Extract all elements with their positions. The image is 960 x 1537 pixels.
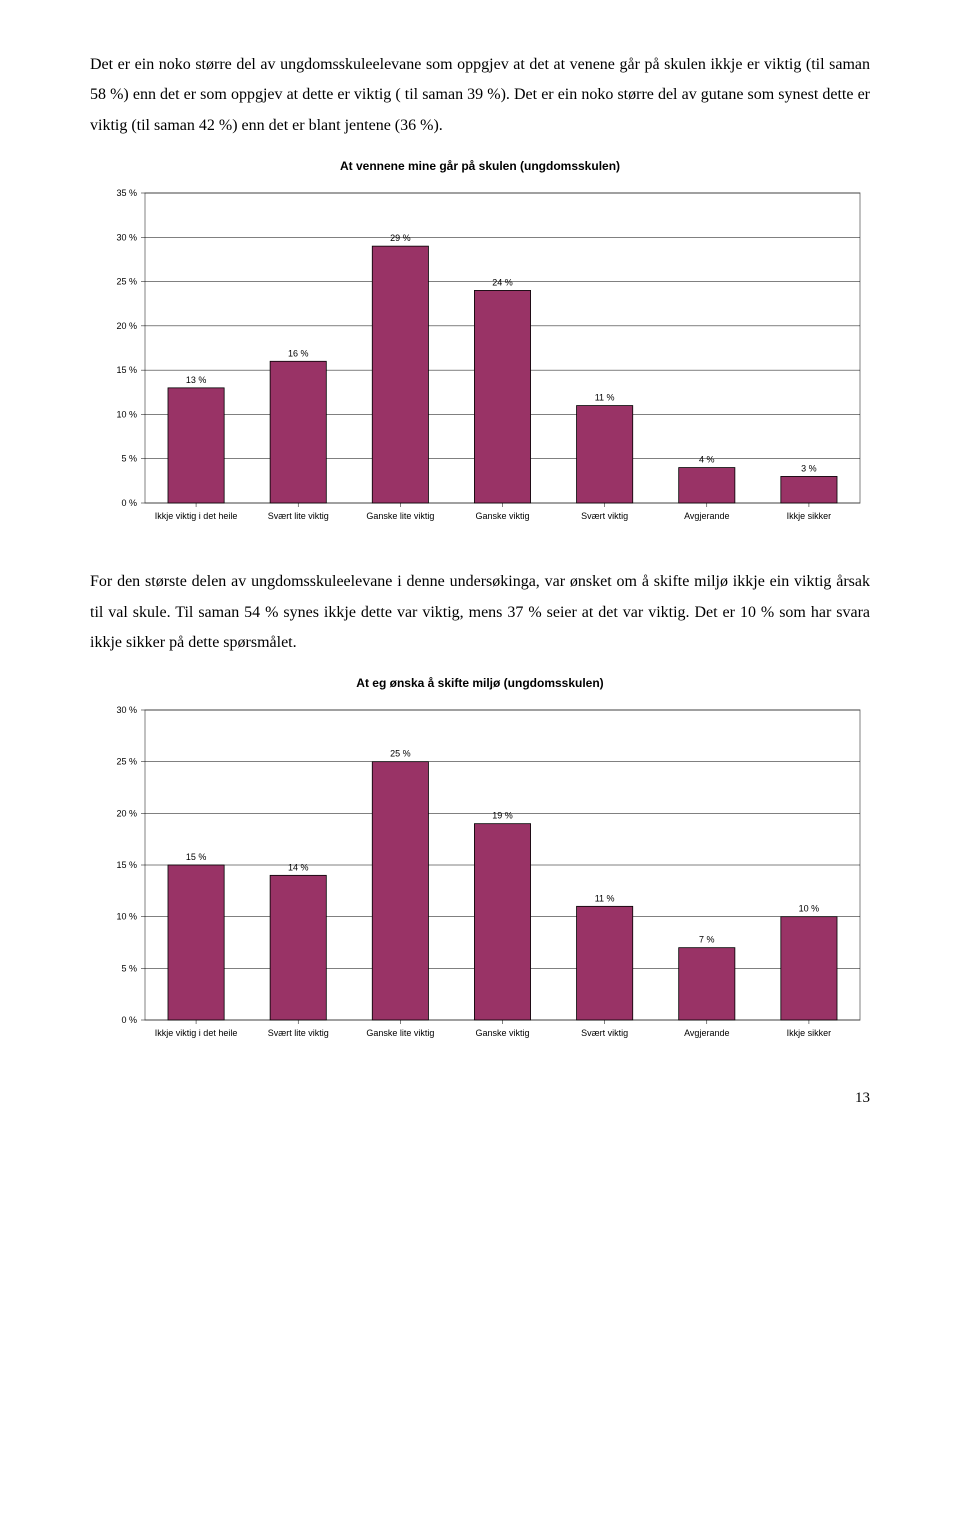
chart-2-container: At eg ønska å skifte miljø (ungdomsskule…	[90, 676, 870, 1060]
page: Det er ein noko større del av ungdomssku…	[0, 0, 960, 1147]
svg-text:3 %: 3 %	[801, 464, 817, 474]
chart-1-container: At vennene mine går på skulen (ungdomssk…	[90, 159, 870, 543]
svg-text:Ikkje viktig i det heile: Ikkje viktig i det heile	[155, 511, 238, 521]
svg-text:35 %: 35 %	[116, 188, 137, 198]
svg-text:24 %: 24 %	[492, 278, 513, 288]
svg-text:16 %: 16 %	[288, 348, 309, 358]
svg-text:Ganske lite viktig: Ganske lite viktig	[366, 511, 434, 521]
svg-text:5 %: 5 %	[121, 454, 137, 464]
paragraph-1: Det er ein noko større del av ungdomssku…	[90, 50, 870, 141]
svg-text:Avgjerande: Avgjerande	[684, 1028, 729, 1038]
svg-text:Svært viktig: Svært viktig	[581, 511, 628, 521]
svg-text:30 %: 30 %	[116, 705, 137, 715]
paragraph-2: For den største delen av ungdomsskuleele…	[90, 567, 870, 658]
svg-text:13 %: 13 %	[186, 375, 207, 385]
svg-text:Svært viktig: Svært viktig	[581, 1028, 628, 1038]
svg-text:Ganske lite viktig: Ganske lite viktig	[366, 1028, 434, 1038]
svg-text:Ikkje sikker: Ikkje sikker	[787, 511, 832, 521]
svg-text:Avgjerande: Avgjerande	[684, 511, 729, 521]
svg-text:Ganske viktig: Ganske viktig	[475, 1028, 529, 1038]
svg-text:10 %: 10 %	[799, 904, 820, 914]
svg-text:10 %: 10 %	[116, 912, 137, 922]
svg-text:11 %: 11 %	[595, 894, 615, 904]
svg-text:0 %: 0 %	[121, 498, 137, 508]
svg-text:5 %: 5 %	[121, 964, 137, 974]
chart-1-title: At vennene mine går på skulen (ungdomssk…	[90, 159, 870, 173]
svg-text:11 %: 11 %	[595, 393, 615, 403]
svg-text:15 %: 15 %	[116, 365, 137, 375]
svg-text:Ikkje sikker: Ikkje sikker	[787, 1028, 832, 1038]
svg-text:Svært lite viktig: Svært lite viktig	[268, 1028, 329, 1038]
svg-text:20 %: 20 %	[116, 321, 137, 331]
svg-text:Svært lite viktig: Svært lite viktig	[268, 511, 329, 521]
svg-text:25 %: 25 %	[390, 749, 411, 759]
svg-text:4 %: 4 %	[699, 455, 715, 465]
svg-text:19 %: 19 %	[492, 811, 513, 821]
svg-text:15 %: 15 %	[186, 852, 207, 862]
svg-text:30 %: 30 %	[116, 232, 137, 242]
svg-text:20 %: 20 %	[116, 809, 137, 819]
svg-text:15 %: 15 %	[116, 860, 137, 870]
svg-text:29 %: 29 %	[390, 233, 411, 243]
page-number: 13	[90, 1090, 870, 1107]
chart-1: 0 % 5 % 10 % 15 % 20 % 25 % 30 % 35 % 13 % Ikkje …	[90, 183, 870, 543]
svg-text:Ikkje viktig i det heile: Ikkje viktig i det heile	[155, 1028, 238, 1038]
svg-text:25 %: 25 %	[116, 757, 137, 767]
svg-text:0 %: 0 %	[121, 1015, 137, 1025]
svg-text:14 %: 14 %	[288, 863, 309, 873]
svg-text:Ganske viktig: Ganske viktig	[475, 511, 529, 521]
chart-2-title: At eg ønska å skifte miljø (ungdomsskule…	[90, 676, 870, 690]
svg-text:7 %: 7 %	[699, 935, 715, 945]
chart-2: 0 % 5 % 10 % 15 % 20 % 25 % 30 % 15 % Ikkje vikt…	[90, 700, 870, 1060]
svg-text:10 %: 10 %	[116, 410, 137, 420]
svg-text:25 %: 25 %	[116, 277, 137, 287]
